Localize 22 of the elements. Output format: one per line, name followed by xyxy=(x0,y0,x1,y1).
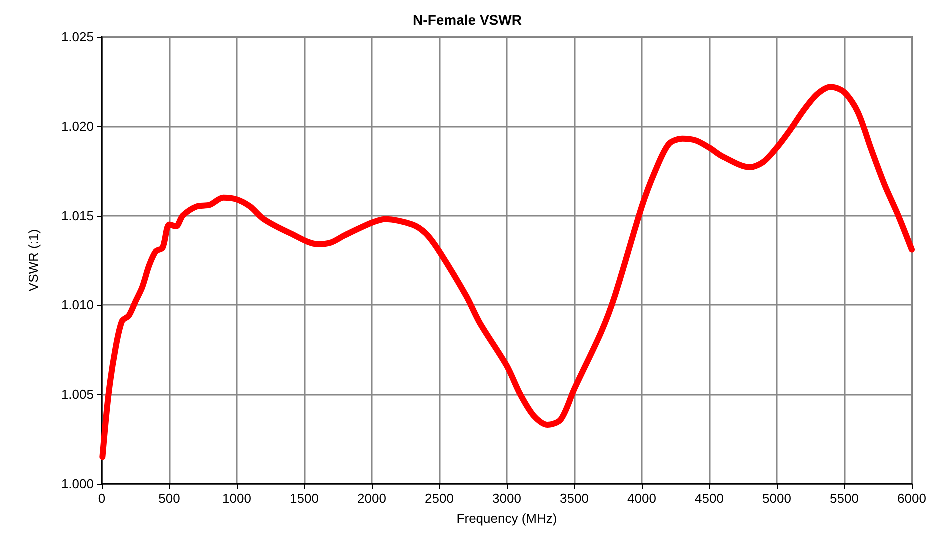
y-tick-label: 1.010 xyxy=(61,298,94,313)
y-tick-label: 1.025 xyxy=(61,30,94,44)
y-tick-label: 1.020 xyxy=(61,118,94,134)
y-tick-label: 1.015 xyxy=(61,208,94,224)
x-tick-label: 5000 xyxy=(762,491,792,506)
x-tick-label: 500 xyxy=(158,491,180,506)
x-axis-title: Frequency (MHz) xyxy=(456,511,558,526)
y-tick-label: 1.005 xyxy=(61,387,94,402)
x-tick-label: 2000 xyxy=(358,491,386,506)
x-tick-label: 1500 xyxy=(290,491,319,506)
x-tick-label: 0 xyxy=(98,491,106,506)
x-tick-label: 3500 xyxy=(560,491,589,506)
x-tick-label: 1000 xyxy=(222,491,252,506)
y-axis-title: VSWR (:1) xyxy=(26,229,41,292)
x-tick-label: 3000 xyxy=(492,491,522,506)
chart-title: N-Female VSWR xyxy=(413,12,522,28)
x-tick-label: 5500 xyxy=(830,491,859,506)
x-tick-label: 4500 xyxy=(695,491,724,506)
x-tick-label: 2500 xyxy=(425,491,454,506)
x-tick-label: 6000 xyxy=(898,491,926,506)
x-tick-label: 4000 xyxy=(628,491,656,506)
y-tick-label: 1.000 xyxy=(61,476,94,492)
